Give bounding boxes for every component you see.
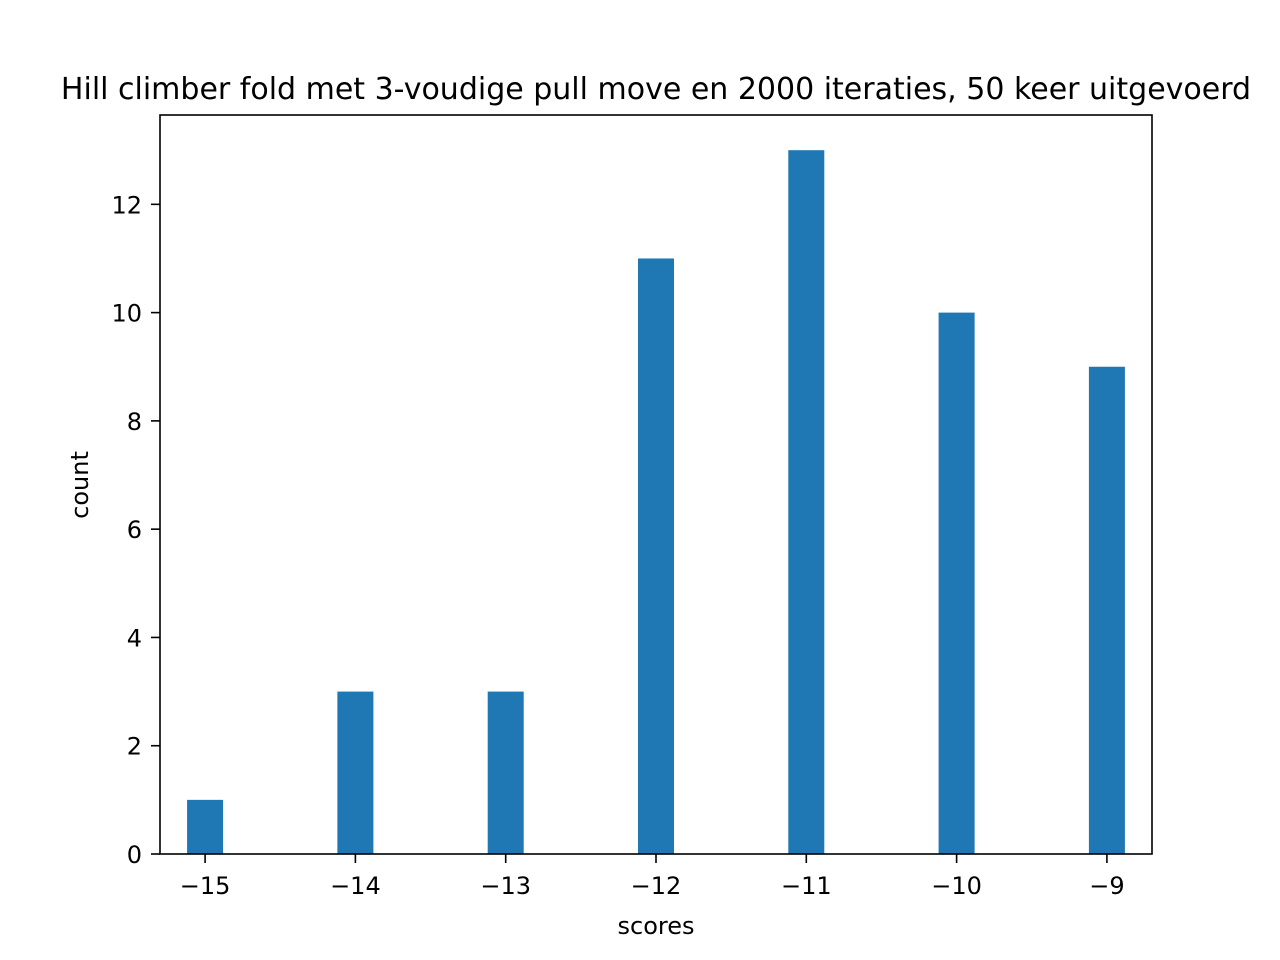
bar bbox=[187, 799, 224, 854]
x-tick-label: −14 bbox=[330, 872, 381, 900]
x-tick-label: −12 bbox=[631, 872, 682, 900]
bar bbox=[938, 312, 975, 855]
y-tick-label: 8 bbox=[127, 408, 142, 436]
bar bbox=[487, 691, 524, 854]
y-tick-label: 10 bbox=[111, 300, 142, 328]
x-axis-ticks: −15 −14 −13 −12 −11 −10 −9 bbox=[180, 854, 1125, 900]
bar bbox=[788, 150, 825, 854]
bar bbox=[1088, 366, 1125, 854]
y-tick-label: 4 bbox=[127, 624, 142, 652]
bar bbox=[337, 691, 374, 854]
y-tick-label: 0 bbox=[127, 841, 142, 869]
y-tick-label: 12 bbox=[111, 191, 142, 219]
x-tick-label: −10 bbox=[931, 872, 982, 900]
bars-group bbox=[187, 150, 1125, 855]
y-axis-ticks: 0 2 4 6 8 10 12 bbox=[111, 191, 160, 869]
plot-area-frame bbox=[159, 114, 1153, 855]
y-axis-label: count bbox=[66, 451, 94, 519]
x-tick-label: −13 bbox=[480, 872, 531, 900]
x-tick-label: −11 bbox=[781, 872, 832, 900]
chart-title: Hill climber fold met 3-voudige pull mov… bbox=[61, 72, 1251, 107]
bar bbox=[638, 258, 674, 854]
x-axis-label: scores bbox=[618, 912, 695, 940]
y-tick-label: 6 bbox=[127, 516, 142, 544]
y-tick-label: 2 bbox=[127, 733, 142, 761]
x-tick-label: −15 bbox=[180, 872, 231, 900]
x-tick-label: −9 bbox=[1089, 872, 1124, 900]
